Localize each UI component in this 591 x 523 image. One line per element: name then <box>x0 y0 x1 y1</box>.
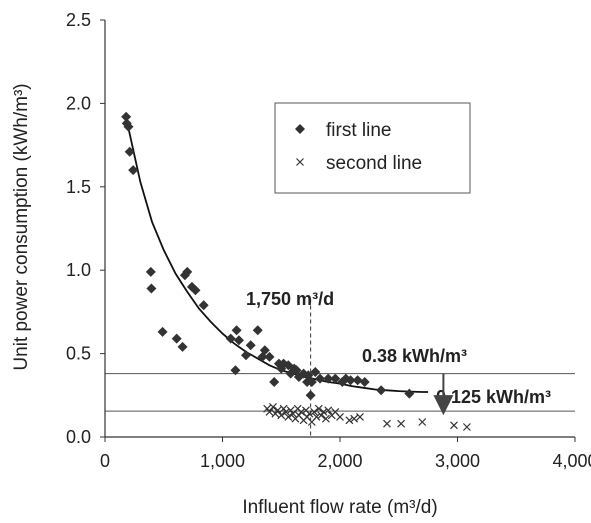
data-point-diamond <box>190 285 201 296</box>
data-point-diamond <box>305 390 316 401</box>
data-point-diamond <box>330 373 341 384</box>
annotation-label: 0.38 kWh/m³ <box>362 346 467 366</box>
data-point-diamond <box>241 350 251 361</box>
data-point-x <box>269 403 277 411</box>
data-point-x <box>312 413 321 421</box>
data-point-x <box>277 411 286 420</box>
data-point-diamond <box>264 351 275 362</box>
data-point-x <box>383 419 391 428</box>
x-tick-label: 4,000 <box>552 451 591 471</box>
x-axis-title: Influent flow rate (m³/d) <box>242 497 437 518</box>
data-point-x <box>263 404 272 413</box>
data-point-diamond <box>259 345 270 356</box>
data-point-x <box>279 404 288 413</box>
data-point-diamond <box>198 300 209 311</box>
data-point-diamond <box>306 376 317 387</box>
y-tick-label: 1.0 <box>66 260 91 280</box>
data-point-diamond <box>233 335 244 346</box>
data-point-diamond <box>404 388 415 399</box>
axes <box>104 20 575 438</box>
data-point-diamond <box>252 325 263 336</box>
data-point-x <box>296 158 304 166</box>
legend: first line second line <box>274 102 471 194</box>
data-point-diamond <box>124 146 135 157</box>
annotation-label: 1,750 m³/d <box>246 289 334 309</box>
y-tick-label: 2.0 <box>66 93 91 113</box>
data-point-diamond <box>225 333 236 344</box>
data-point-diamond <box>230 365 241 376</box>
data-point-diamond <box>295 124 305 134</box>
data-point-diamond <box>345 375 356 386</box>
x-tick-label: 0 <box>100 451 110 471</box>
data-point-x <box>284 413 293 421</box>
data-point-x <box>356 413 364 421</box>
x-tick-label: 1,000 <box>200 451 245 471</box>
data-point-diamond <box>128 165 139 176</box>
annotations: 0.38 kWh/m³ 0.125 kWh/m³ 1,750 m³/d <box>246 289 551 416</box>
data-point-x <box>310 408 319 416</box>
legend-label: first line <box>326 120 391 141</box>
data-point-diamond <box>359 376 370 387</box>
data-point-diamond <box>376 385 387 396</box>
data-point-x <box>305 409 314 418</box>
series-first-line <box>121 111 415 401</box>
y-tick-label: 2.5 <box>66 10 91 30</box>
y-axis-title: Unit power consumption (kWh/m³) <box>11 83 32 370</box>
data-point-diamond <box>145 266 156 277</box>
data-point-x <box>271 409 280 418</box>
data-point-diamond <box>121 111 132 122</box>
data-point-x <box>397 419 406 428</box>
y-tick-label: 1.5 <box>66 177 91 197</box>
data-point-diamond <box>303 370 314 381</box>
data-point-x <box>273 406 282 415</box>
data-point-diamond <box>177 341 188 352</box>
x-tick-label: 2,000 <box>317 451 362 471</box>
data-point-x <box>350 414 359 423</box>
data-point-x <box>336 413 344 421</box>
data-point-diamond <box>269 376 280 387</box>
legend-label: second line <box>326 153 422 174</box>
tick-labels: 0 1,000 2,000 3,000 4,000 0.0 0.5 1.0 1.5 2.0 2.5 <box>66 10 591 471</box>
data-point-x <box>418 418 427 426</box>
data-point-x <box>297 408 306 416</box>
data-point-diamond <box>310 366 321 377</box>
y-tick-label: 0.5 <box>66 344 91 364</box>
data-point-x <box>345 416 354 425</box>
series-second-line <box>263 403 471 431</box>
data-point-diamond <box>123 121 134 132</box>
data-point-diamond <box>245 340 256 351</box>
data-point-diamond <box>171 333 182 344</box>
data-point-diamond <box>231 325 242 336</box>
data-point-diamond <box>157 326 168 337</box>
y-tick-label: 0.0 <box>66 427 91 447</box>
data-point-diamond <box>323 373 334 384</box>
data-point-diamond <box>315 373 326 384</box>
data-point-x <box>314 404 323 413</box>
data-point-diamond <box>182 266 193 277</box>
data-point-x <box>450 421 458 430</box>
data-point-x <box>462 423 471 431</box>
data-point-x <box>317 411 326 420</box>
data-point-x <box>319 408 328 416</box>
data-point-x <box>324 406 333 415</box>
data-point-diamond <box>352 375 363 386</box>
data-point-x <box>321 414 330 423</box>
data-point-x <box>286 406 295 415</box>
data-point-x <box>265 408 274 416</box>
data-point-diamond <box>146 283 157 294</box>
data-point-x <box>282 408 290 416</box>
legend-box <box>274 102 471 194</box>
x-tick-label: 3,000 <box>435 451 480 471</box>
annotation-label: 0.125 kWh/m³ <box>436 387 551 407</box>
